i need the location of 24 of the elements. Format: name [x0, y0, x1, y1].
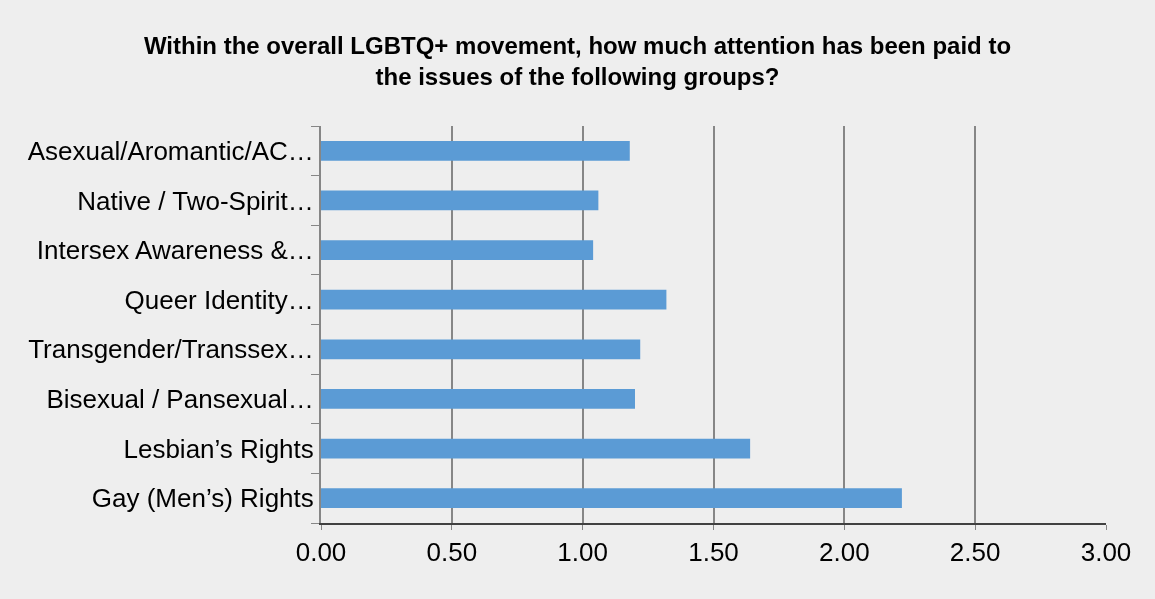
y-tick-label: Bisexual / Pansexual…	[46, 384, 314, 415]
y-tick-label: Asexual/Aromantic/AC…	[27, 135, 314, 166]
x-tick-label: 1.00	[557, 536, 608, 567]
chart-title: Within the overall LGBTQ+ movement, how much attention has been paid to the issues of the following groups?	[143, 31, 1012, 91]
bar	[321, 389, 635, 409]
x-tick-label: 3.00	[1080, 536, 1132, 567]
bar	[321, 240, 594, 260]
y-tick-label: Lesbian’s Rights	[123, 433, 314, 464]
y-tick-label: Gay (Men’s) Rights	[91, 483, 314, 514]
bar	[321, 190, 599, 211]
x-tick-label: 1.50	[688, 536, 739, 567]
bar	[321, 289, 667, 310]
x-tick-label: 0.50	[426, 536, 478, 567]
bar	[321, 339, 641, 360]
x-tick-label: 0.00	[295, 536, 347, 567]
bar	[321, 488, 902, 509]
y-tick-label: Transgender/Transsex…	[28, 334, 314, 365]
y-tick-label: Queer Identity…	[124, 284, 314, 315]
y-tick-label: Intersex Awareness &…	[36, 235, 314, 266]
bar	[321, 140, 630, 161]
x-tick-label: 2.00	[819, 536, 870, 567]
bar	[321, 438, 751, 459]
y-tick-label: Native / Two-Spirit…	[77, 185, 314, 216]
x-tick-label: 2.50	[949, 536, 1001, 567]
